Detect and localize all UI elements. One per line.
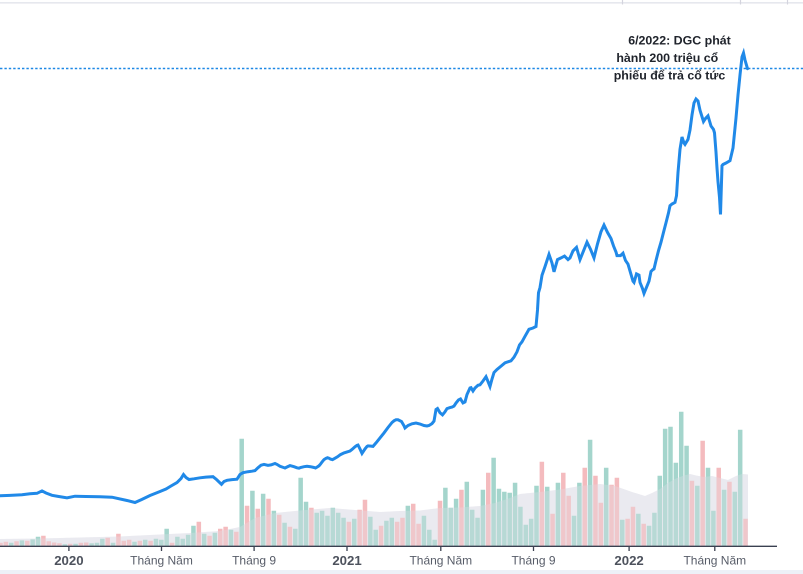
svg-text:2020: 2020 [54, 553, 83, 568]
svg-text:Tháng 9: Tháng 9 [232, 554, 276, 568]
svg-text:Tháng Năm: Tháng Năm [409, 554, 472, 568]
svg-text:Tháng 9: Tháng 9 [511, 554, 555, 568]
svg-text:phiếu để trả cổ tức: phiếu để trả cổ tức [614, 69, 726, 83]
svg-text:hành 200 triệu cổ: hành 200 triệu cổ [616, 51, 718, 65]
svg-text:2021: 2021 [332, 553, 361, 568]
svg-text:Tháng Năm: Tháng Năm [683, 554, 746, 568]
svg-text:2022: 2022 [614, 553, 643, 568]
svg-text:Tháng Năm: Tháng Năm [130, 554, 193, 568]
svg-text:6/2022: DGC phát: 6/2022: DGC phát [628, 33, 731, 47]
